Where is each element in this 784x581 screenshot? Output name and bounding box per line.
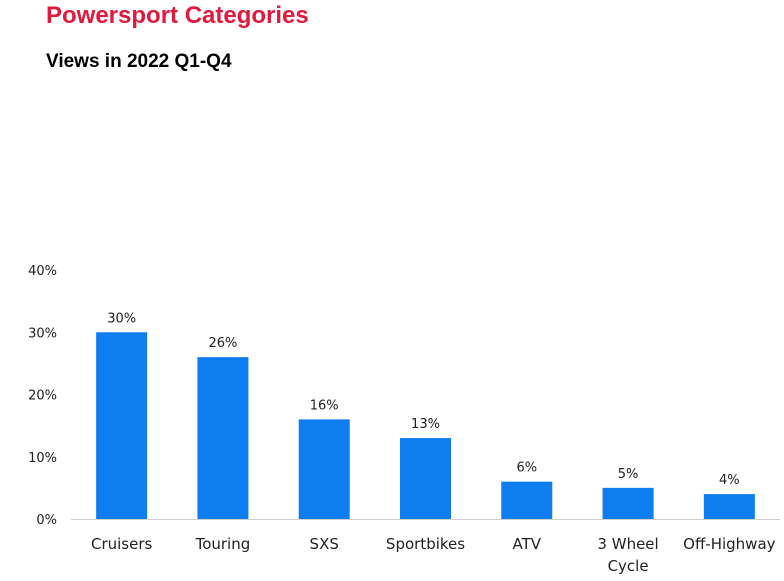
x-tick-label: Cruisers (91, 535, 153, 553)
bar-sportbikes (400, 438, 451, 519)
x-tick-label: SXS (310, 535, 339, 553)
bar-value-label: 5% (618, 467, 639, 482)
x-tick-label: Off-Highway (683, 535, 775, 553)
data-labels-group: 30% 26% 16% 13% 6% 5% 4% (107, 311, 739, 488)
bars-group (96, 332, 755, 519)
x-axis-labels-group: Cruisers Touring SXS Sportbikes ATV 3 Wheel Cy… (91, 535, 776, 575)
y-tick-label: 30% (28, 326, 57, 341)
x-tick-label: Cycle (608, 557, 649, 575)
x-tick-label: ATV (513, 535, 542, 553)
bar-value-label: 6% (516, 461, 537, 476)
page-subtitle: Views in 2022 Q1-Q4 (46, 51, 232, 72)
y-tick-label: 20% (28, 389, 57, 404)
y-tick-label: 0% (36, 513, 57, 528)
y-tick-label: 40% (28, 264, 57, 279)
bar-value-label: 13% (411, 417, 440, 432)
x-tick-label: Touring (195, 535, 251, 553)
y-axis: 0% 10% 20% 30% 40% (28, 264, 57, 528)
x-tick-label: 3 Wheel (597, 535, 658, 553)
y-tick-label: 10% (28, 451, 57, 466)
bar-sxs (298, 419, 350, 519)
bar-cruisers (96, 332, 148, 519)
bar-3-wheel-cycle (602, 487, 654, 519)
bar-off-highway (703, 494, 755, 519)
bar-value-label: 30% (107, 311, 136, 326)
bar-value-label: 26% (208, 336, 237, 351)
bar-touring (197, 357, 249, 519)
bar-value-label: 4% (719, 473, 740, 488)
bar-value-label: 16% (310, 398, 339, 413)
x-tick-label: Sportbikes (386, 535, 465, 553)
bar-atv (501, 481, 553, 519)
page-title: Powersport Categories (46, 2, 309, 29)
